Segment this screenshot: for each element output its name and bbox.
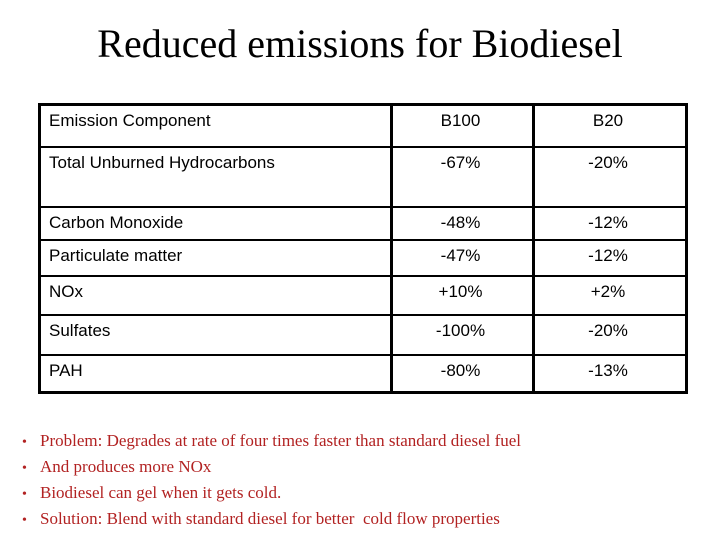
table-row: Carbon Monoxide -48% -12%	[38, 205, 688, 241]
slide-title: Reduced emissions for Biodiesel	[97, 21, 623, 66]
list-item: • Problem: Degrades at rate of four time…	[22, 428, 712, 454]
cell-b100: -100%	[390, 313, 535, 356]
table-header-row: Emission Component B100 B20	[38, 103, 688, 148]
header-b20: B20	[532, 103, 688, 148]
table-row: PAH -80% -13%	[38, 353, 688, 394]
cell-b20: -12%	[532, 205, 688, 241]
bullet-icon: •	[22, 435, 27, 450]
list-item: • Biodiesel can gel when it gets cold.	[22, 480, 712, 506]
table-row: NOx +10% +2%	[38, 274, 688, 316]
bullet-icon: •	[22, 487, 27, 502]
cell-component: Carbon Monoxide	[38, 205, 393, 241]
cell-b20: +2%	[532, 274, 688, 316]
cell-b100: -48%	[390, 205, 535, 241]
bullet-text: Biodiesel can gel when it gets cold.	[40, 483, 282, 502]
cell-component: Total Unburned Hydrocarbons	[38, 145, 393, 208]
cell-b20: -20%	[532, 145, 688, 208]
cell-component: Sulfates	[38, 313, 393, 356]
bullet-list: • Problem: Degrades at rate of four time…	[22, 428, 712, 532]
bullet-icon: •	[22, 513, 27, 528]
bullet-text: Problem: Degrades at rate of four times …	[40, 431, 522, 450]
bullet-icon: •	[22, 461, 27, 476]
cell-b20: -20%	[532, 313, 688, 356]
cell-b100: -47%	[390, 238, 535, 277]
emissions-table: Emission Component B100 B20 Total Unburn…	[38, 103, 688, 394]
list-item: • And produces more NOx	[22, 454, 712, 480]
cell-component: NOx	[38, 274, 393, 316]
cell-b20: -12%	[532, 238, 688, 277]
cell-component: PAH	[38, 353, 393, 394]
header-b100: B100	[390, 103, 535, 148]
cell-component: Particulate matter	[38, 238, 393, 277]
cell-b100: +10%	[390, 274, 535, 316]
table-row: Total Unburned Hydrocarbons -67% -20%	[38, 145, 688, 208]
table-row: Particulate matter -47% -12%	[38, 238, 688, 277]
bullet-text: And produces more NOx	[40, 457, 212, 476]
header-emission-component: Emission Component	[38, 103, 393, 148]
bullet-text: Solution: Blend with standard diesel for…	[40, 509, 500, 528]
cell-b20: -13%	[532, 353, 688, 394]
cell-b100: -67%	[390, 145, 535, 208]
cell-b100: -80%	[390, 353, 535, 394]
table-row: Sulfates -100% -20%	[38, 313, 688, 356]
list-item: • Solution: Blend with standard diesel f…	[22, 506, 712, 532]
